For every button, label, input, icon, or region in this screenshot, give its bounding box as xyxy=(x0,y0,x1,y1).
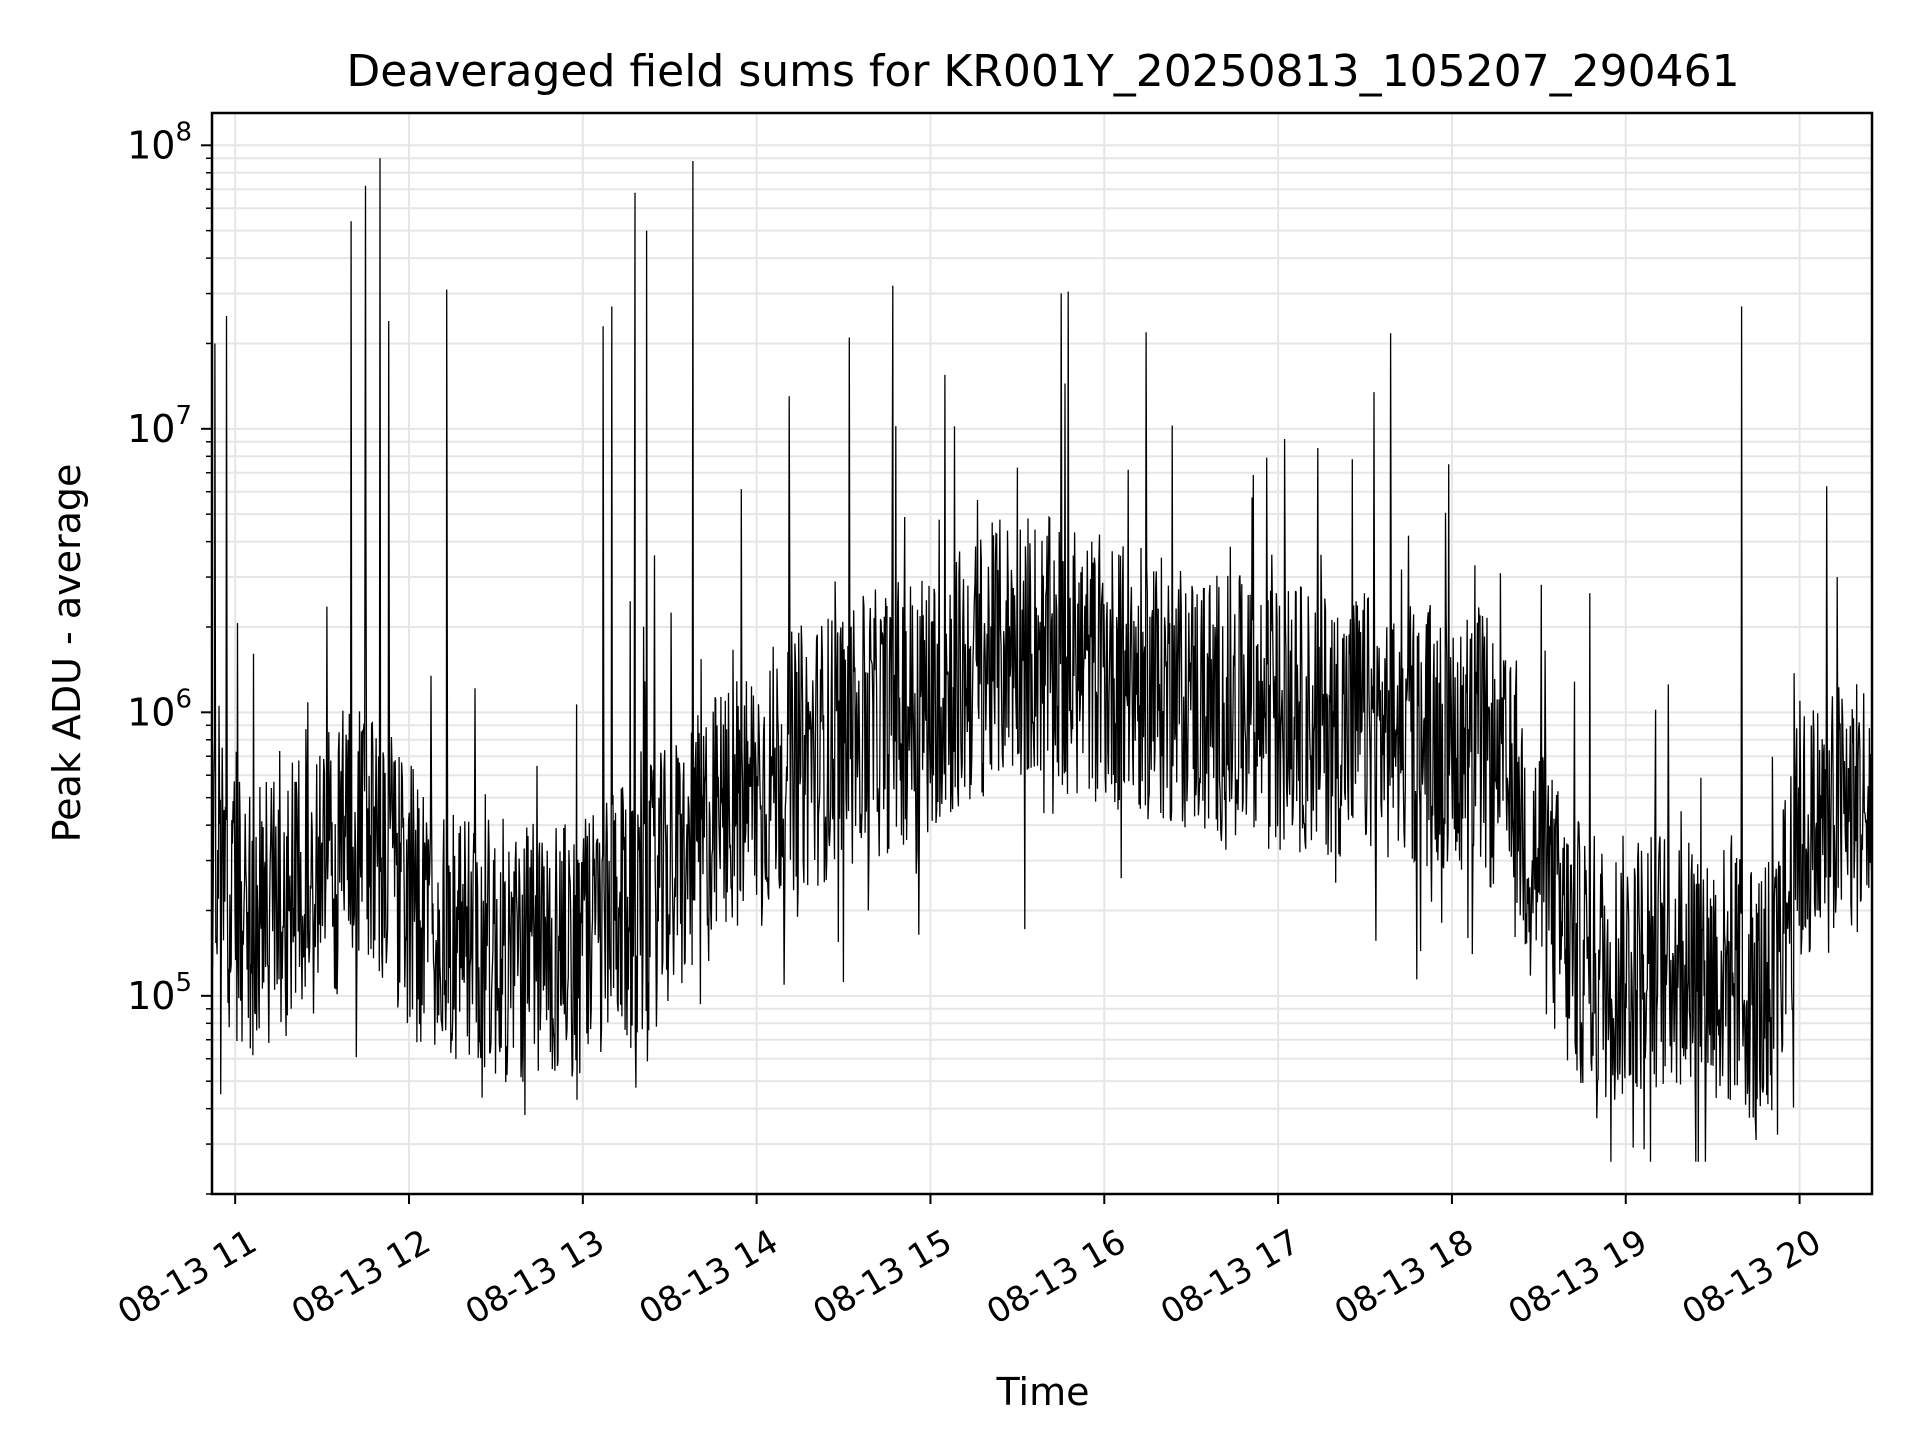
x-tick-label: 08-13 17 xyxy=(1154,1222,1306,1333)
x-axis-ticks: 08-13 11 08-13 12 08-13 13 08-13 14 08-13 15… xyxy=(111,1194,1828,1333)
y-tick-label: 106 xyxy=(127,684,192,734)
chart-title: Deaveraged field sums for KR001Y_2025081… xyxy=(346,46,1739,97)
y-axis-label: Peak ADU - average xyxy=(45,464,89,843)
x-tick-label: 08-13 12 xyxy=(285,1222,437,1333)
x-tick-label: 08-13 11 xyxy=(111,1222,263,1333)
x-tick-label: 08-13 19 xyxy=(1502,1222,1654,1333)
y-tick-label: 107 xyxy=(127,401,192,451)
y-tick-label: 108 xyxy=(127,117,192,167)
x-tick-label: 08-13 15 xyxy=(806,1222,958,1333)
plot-area xyxy=(211,158,1873,1162)
axes-frame xyxy=(210,111,1874,1196)
x-tick-label: 08-13 20 xyxy=(1676,1222,1828,1333)
x-tick-label: 08-13 18 xyxy=(1328,1222,1480,1333)
y-tick-label: 105 xyxy=(127,968,192,1018)
y-axis-ticks: 105 106 107 108 xyxy=(127,117,212,1195)
x-tick-label: 08-13 16 xyxy=(980,1222,1132,1333)
x-tick-label: 08-13 13 xyxy=(459,1222,611,1333)
x-axis-label: Time xyxy=(996,1370,1090,1414)
x-tick-label: 08-13 14 xyxy=(633,1222,785,1333)
series-line xyxy=(211,158,1873,1162)
